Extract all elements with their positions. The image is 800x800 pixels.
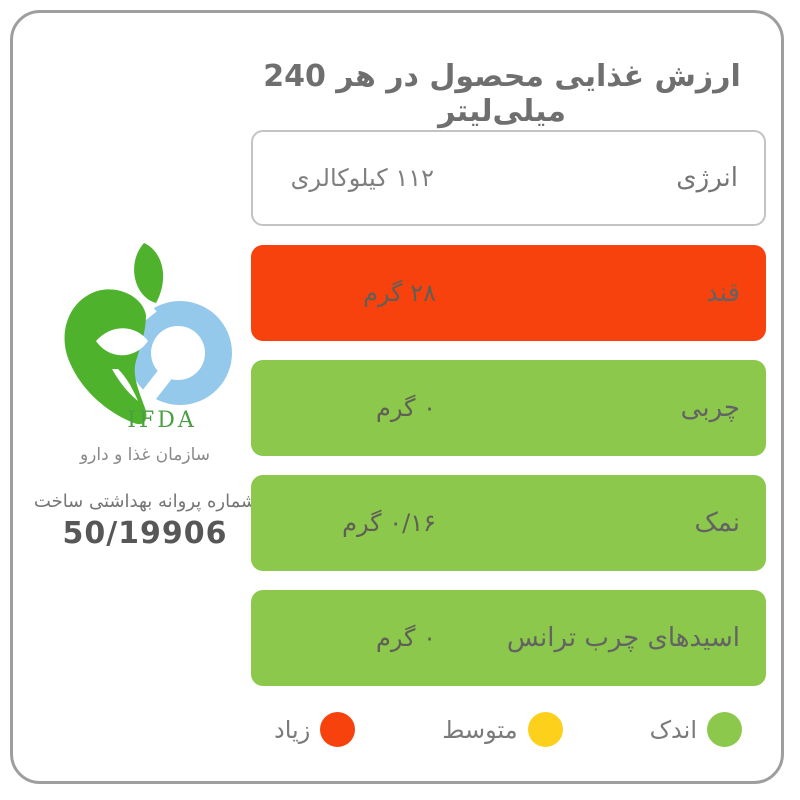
row-label: اسیدهای چرب ترانس <box>506 623 740 653</box>
row-value: ۰ گرم <box>375 394 436 422</box>
legend-item-medium: متوسط <box>442 712 563 747</box>
high-level-dot-icon <box>320 712 356 747</box>
row-salt: نمک ۰/۱۶ گرم <box>251 475 766 571</box>
nutrition-card: ارزش غذایی محصول در هر 240 میلی‌لیتر IFD… <box>10 10 784 784</box>
organization-name: سازمان غذا و دارو <box>79 445 211 465</box>
row-fat: چربی ۰ گرم <box>251 360 766 456</box>
row-label: نمک <box>694 508 740 538</box>
row-value: ۰/۱۶ گرم <box>342 509 436 537</box>
page-title: ارزش غذایی محصول در هر 240 میلی‌لیتر <box>263 59 741 129</box>
row-sugar: قند ۲۸ گرم <box>251 245 766 341</box>
ifda-logo-leaf <box>134 243 164 303</box>
row-label: قند <box>706 278 740 308</box>
legend-item-low: اندک <box>650 712 742 747</box>
ifda-logo-green-half <box>64 289 147 425</box>
row-label: انرژی <box>676 163 738 193</box>
medium-level-dot-icon <box>527 712 563 747</box>
legend-label: اندک <box>649 715 697 744</box>
ifda-logo: IFDA <box>64 243 232 433</box>
row-value: ۰ گرم <box>375 624 436 652</box>
ifda-logo-leaf-cutout <box>96 328 148 356</box>
row-value: ۱۱۲ کیلوکالری <box>290 164 434 192</box>
legend-label: زیاد <box>274 715 311 744</box>
row-trans-fat: اسیدهای چرب ترانس ۰ گرم <box>251 590 766 686</box>
legend-item-high: زیاد <box>274 712 356 747</box>
row-energy: انرژی ۱۱۲ کیلوکالری <box>251 130 766 226</box>
ifda-logo-swoosh-cutout <box>112 369 138 401</box>
row-value: ۲۸ گرم <box>363 279 436 307</box>
traffic-light-legend: اندک متوسط زیاد <box>274 712 742 747</box>
ifda-logo-text: IFDA <box>127 408 196 433</box>
legend-label: متوسط <box>442 715 518 744</box>
license-number: 50/19906 <box>62 516 228 551</box>
low-level-dot-icon <box>707 712 742 747</box>
certification-panel: IFDA سازمان غذا و دارو شماره پروانه بهدا… <box>31 241 259 551</box>
row-label: چربی <box>680 393 740 423</box>
license-label: شماره پروانه بهداشتی ساخت <box>33 491 257 512</box>
nutrition-rows: انرژی ۱۱۲ کیلوکالری قند ۲۸ گرم چربی ۰ گر… <box>251 130 766 705</box>
